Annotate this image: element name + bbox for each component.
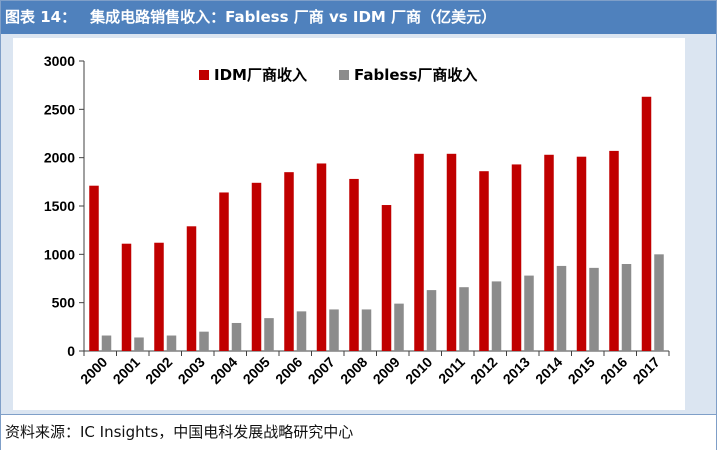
idm-bar (446, 153, 457, 351)
y-tick-label: 1500 (44, 198, 75, 214)
fabless-bar (524, 275, 534, 351)
y-tick-label: 2500 (44, 101, 75, 117)
source-text: 资料来源：IC Insights，中国电科发展战略研究中心 (5, 423, 354, 441)
idm-bar (284, 172, 294, 351)
idm-bar (479, 171, 489, 351)
fabless-bar (264, 318, 274, 351)
figure-title-bar: 图表 14： 集成电路销售收入：Fabless 厂商 vs IDM 厂商（亿美元） (1, 1, 716, 34)
fabless-bar (231, 322, 242, 351)
idm-bar (414, 153, 424, 351)
fabless-bar (491, 281, 502, 351)
fabless-bar (589, 267, 599, 351)
chart-panel: 0 500 1000 1500 2000 2500 3000 2000 2001 2002 2003… (1, 34, 716, 414)
idm-bar (349, 178, 359, 351)
fabless-bar (361, 309, 372, 351)
y-tick-label: 1000 (44, 246, 75, 262)
idm-bar (576, 156, 587, 351)
idm-bar (251, 182, 262, 351)
idm-bar (381, 205, 392, 351)
y-tick-label: 0 (67, 343, 75, 359)
fabless-bar (654, 254, 664, 351)
y-tick-label: 3000 (44, 53, 75, 69)
idm-bar (186, 226, 197, 351)
idm-bar (316, 163, 327, 351)
y-tick-label: 2000 (44, 150, 75, 166)
legend-label-fabless: Fabless厂商收入 (354, 66, 477, 84)
fabless-bar (426, 290, 437, 351)
fabless-bar (199, 331, 209, 351)
idm-bar (219, 192, 229, 351)
legend-swatch-idm (199, 70, 209, 80)
idm-bar (121, 243, 132, 351)
idm-bar (154, 242, 164, 351)
legend-label-idm: IDM厂商收入 (214, 66, 307, 84)
idm-bar (89, 185, 99, 351)
figure-label: 图表 14： (5, 8, 77, 26)
fabless-bar (101, 335, 112, 351)
legend-swatch-fabless (339, 70, 349, 80)
fabless-bar (296, 311, 307, 351)
source-note: 资料来源：IC Insights，中国电科发展战略研究中心 (1, 414, 716, 450)
fabless-bar (329, 309, 339, 351)
fabless-bar (459, 287, 469, 351)
y-tick-label: 500 (52, 295, 76, 311)
chart-title: 集成电路销售收入：Fabless 厂商 vs IDM 厂商（亿美元） (90, 8, 497, 26)
fabless-bar (166, 335, 177, 351)
fabless-bar (556, 265, 567, 351)
idm-bar (511, 164, 522, 351)
fabless-bar (134, 337, 144, 351)
idm-bar (609, 150, 619, 351)
fabless-bar (394, 303, 404, 351)
idm-bar (544, 154, 554, 351)
fabless-bar (621, 264, 632, 351)
idm-bar (641, 96, 652, 351)
